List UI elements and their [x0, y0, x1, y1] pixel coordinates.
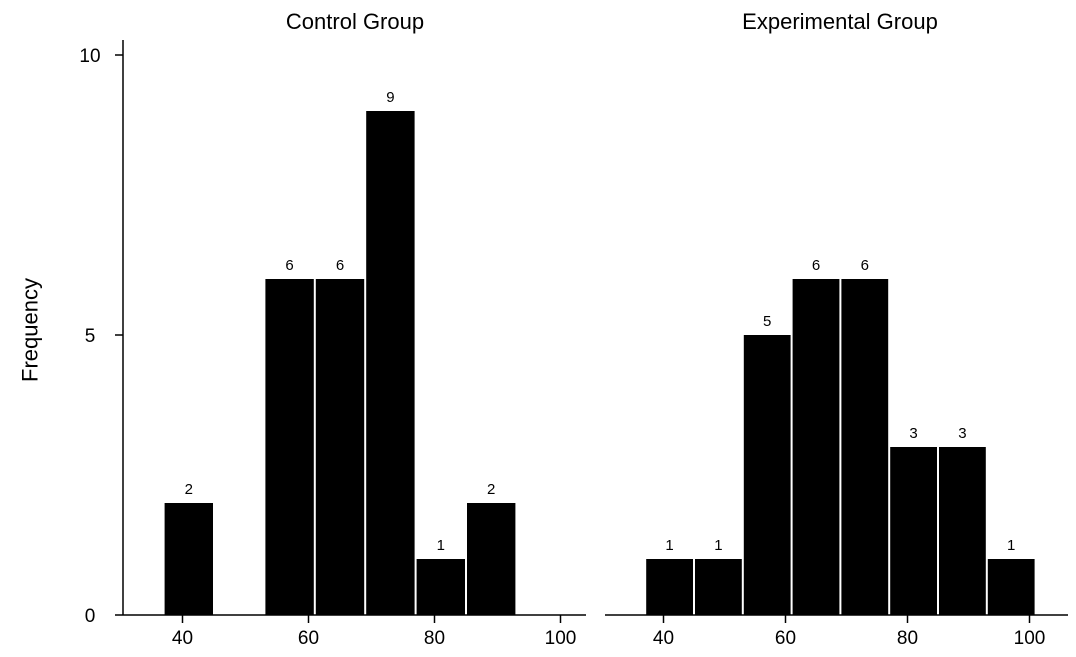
- bar-value-label: 2: [185, 481, 193, 498]
- y-tick-label: 10: [79, 46, 100, 67]
- histogram-bar: [792, 279, 840, 615]
- bar-value-label: 9: [386, 89, 394, 106]
- histogram-bar: [265, 279, 314, 615]
- bar-value-label: 2: [487, 481, 495, 498]
- histogram-bar: [987, 559, 1035, 615]
- histogram-bar: [939, 447, 986, 615]
- bar-value-label: 1: [665, 537, 673, 554]
- bar-value-label: 1: [1007, 537, 1015, 554]
- x-tick-label: 100: [545, 628, 577, 649]
- bar-value-label: 5: [763, 313, 771, 330]
- histogram-bar: [646, 559, 693, 615]
- histogram-bar: [890, 447, 937, 615]
- chart-title: Control Group: [286, 9, 424, 34]
- x-tick-label: 80: [424, 628, 445, 649]
- x-tick-label: 60: [775, 628, 796, 649]
- histogram-bar: [695, 559, 742, 615]
- bar-value-label: 6: [336, 257, 344, 274]
- bar-value-label: 6: [285, 257, 293, 274]
- y-axis-label: Frequency: [18, 278, 43, 382]
- bar-value-label: 3: [958, 425, 966, 442]
- bar-value-label: 1: [437, 537, 445, 554]
- x-tick-label: 80: [897, 628, 918, 649]
- bar-value-label: 6: [861, 257, 869, 274]
- y-tick-label: 0: [85, 606, 96, 627]
- histogram-bar: [366, 111, 415, 615]
- histogram-bar: [164, 503, 213, 615]
- x-tick-label: 40: [653, 628, 674, 649]
- x-tick-label: 40: [172, 628, 193, 649]
- histogram-bar: [841, 279, 889, 615]
- histogram-bar: [416, 559, 465, 615]
- bar-value-label: 3: [909, 425, 917, 442]
- y-tick-label: 5: [85, 326, 96, 347]
- histogram-bar: [743, 335, 791, 615]
- histogram-bar: [467, 503, 516, 615]
- chart-title: Experimental Group: [742, 9, 938, 34]
- bar-value-label: 6: [812, 257, 820, 274]
- x-tick-label: 100: [1014, 628, 1046, 649]
- bar-value-label: 1: [714, 537, 722, 554]
- histogram-bar: [315, 279, 365, 615]
- x-tick-label: 60: [298, 628, 319, 649]
- experimental-group-panel: Experimental Group 40 60 80 100 1 1 5 6 6 3 3 1: [605, 9, 1068, 649]
